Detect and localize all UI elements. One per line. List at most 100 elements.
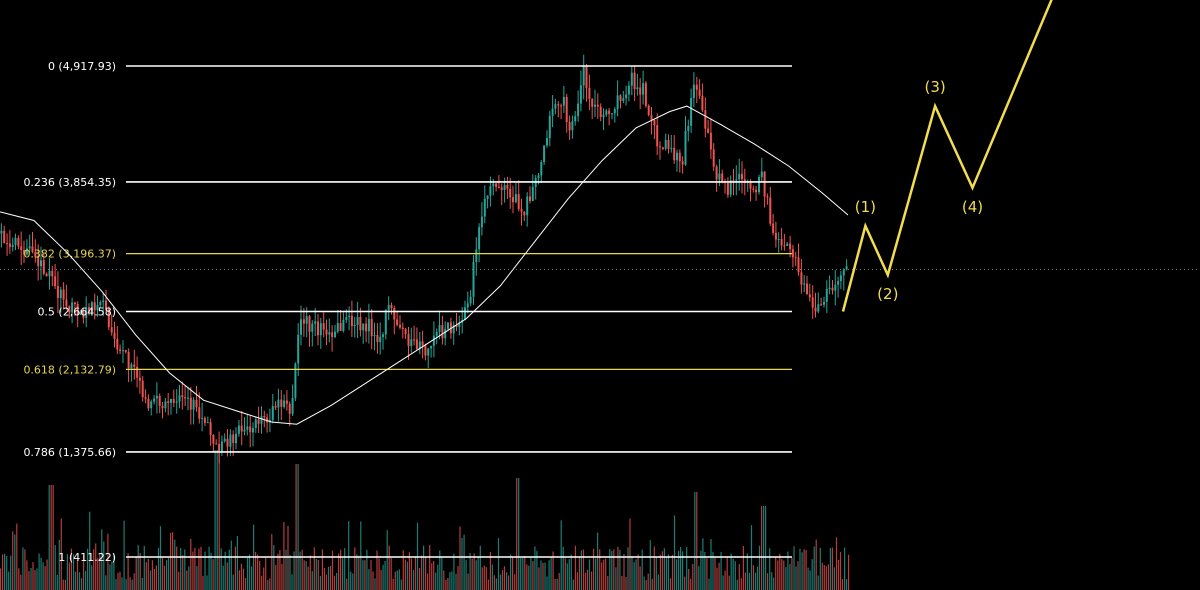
volume-bar bbox=[805, 550, 807, 590]
candle-body bbox=[800, 272, 803, 285]
volume-bar bbox=[224, 551, 226, 590]
candle-body bbox=[769, 197, 772, 224]
fib-level-label: 0.5 (2,664.58) bbox=[37, 306, 116, 319]
candle-body bbox=[201, 417, 204, 419]
volume-bar bbox=[145, 562, 147, 590]
candle-body bbox=[376, 335, 379, 343]
candle-body bbox=[56, 286, 59, 298]
volume-bar bbox=[402, 550, 404, 590]
candle-body bbox=[181, 395, 184, 398]
volume-bar bbox=[651, 578, 653, 590]
candle-body bbox=[274, 406, 277, 408]
volume-bar bbox=[457, 565, 459, 590]
volume-bar bbox=[238, 570, 240, 590]
volume-bar bbox=[234, 546, 236, 590]
candle-body bbox=[466, 303, 469, 308]
volume-bar bbox=[182, 555, 184, 590]
volume-bar bbox=[291, 574, 293, 590]
volume-bar bbox=[303, 560, 305, 590]
volume-bar bbox=[410, 558, 412, 590]
candle-body bbox=[161, 405, 164, 409]
candle-body bbox=[382, 334, 384, 337]
candle-body bbox=[664, 139, 667, 149]
volume-bar bbox=[597, 532, 599, 590]
candle-body bbox=[825, 289, 828, 302]
volume-bar bbox=[657, 574, 659, 590]
candle-body bbox=[803, 283, 806, 285]
candle-body bbox=[133, 364, 136, 367]
volume-bar bbox=[364, 560, 366, 590]
volume-bar bbox=[451, 571, 453, 590]
volume-bar bbox=[534, 546, 536, 590]
candle-body bbox=[701, 95, 704, 111]
volume-bar bbox=[202, 575, 204, 590]
volume-bar bbox=[728, 575, 730, 590]
volume-bar bbox=[60, 518, 62, 590]
volume-bar bbox=[829, 548, 831, 590]
candle-body bbox=[472, 262, 475, 297]
volume-bar bbox=[346, 578, 348, 590]
volume-bar bbox=[190, 539, 192, 590]
volume-bar bbox=[261, 575, 263, 590]
volume-bar bbox=[10, 555, 12, 590]
volume-bar bbox=[591, 571, 593, 590]
volume-bar bbox=[198, 548, 200, 590]
volume-bar bbox=[506, 572, 508, 590]
candle-body bbox=[687, 126, 690, 131]
volume-bar bbox=[512, 557, 514, 590]
volume-bar bbox=[429, 545, 431, 590]
candle-body bbox=[164, 401, 167, 409]
volume-bar bbox=[744, 572, 746, 590]
volume-bar bbox=[386, 530, 388, 590]
volume-bar bbox=[121, 577, 123, 590]
candle-body bbox=[34, 251, 37, 257]
volume-bar bbox=[773, 577, 775, 590]
candle-body bbox=[823, 301, 825, 305]
candle-body bbox=[486, 195, 489, 199]
candle-body bbox=[661, 147, 664, 149]
volume-bar bbox=[159, 526, 162, 590]
candle-body bbox=[478, 227, 481, 250]
volume-bar bbox=[447, 578, 449, 590]
volume-bar bbox=[14, 534, 16, 590]
volume-bar bbox=[81, 578, 83, 590]
volume-bar bbox=[139, 552, 141, 590]
candle-body bbox=[302, 319, 305, 324]
volume-bar bbox=[659, 554, 661, 590]
volume-bar bbox=[50, 485, 52, 590]
candle-body bbox=[322, 323, 325, 330]
volume-bar bbox=[36, 568, 38, 590]
candle-body bbox=[627, 85, 630, 95]
volume-bar bbox=[730, 553, 732, 590]
candle-body bbox=[410, 339, 413, 346]
volume-bar bbox=[131, 579, 133, 590]
volume-bar bbox=[603, 559, 605, 590]
candle-body bbox=[814, 307, 817, 312]
candle-body bbox=[195, 399, 198, 408]
wave-label: (1) bbox=[855, 198, 876, 216]
volume-bar bbox=[354, 547, 356, 590]
volume-bar bbox=[467, 573, 469, 590]
candle-body bbox=[54, 276, 57, 287]
volume-bar bbox=[406, 561, 408, 590]
candle-body bbox=[449, 322, 452, 334]
candle-body bbox=[780, 239, 783, 246]
candle-body bbox=[605, 110, 608, 115]
volume-bar bbox=[479, 545, 481, 590]
candle-body bbox=[71, 302, 74, 313]
volume-bar bbox=[350, 571, 352, 590]
volume-bar bbox=[777, 560, 779, 590]
volume-bar bbox=[455, 573, 457, 590]
volume-bar bbox=[93, 549, 95, 590]
candle-body bbox=[277, 399, 280, 408]
candle-body bbox=[540, 162, 543, 176]
volume-bar bbox=[157, 547, 160, 590]
volume-bar bbox=[524, 555, 526, 590]
volume-bar bbox=[251, 566, 253, 590]
candle-body bbox=[336, 323, 339, 332]
candle-body bbox=[76, 304, 79, 315]
volume-bar bbox=[497, 538, 500, 590]
volume-bar bbox=[576, 572, 578, 590]
candle-body bbox=[263, 416, 266, 418]
candle-body bbox=[127, 352, 130, 369]
